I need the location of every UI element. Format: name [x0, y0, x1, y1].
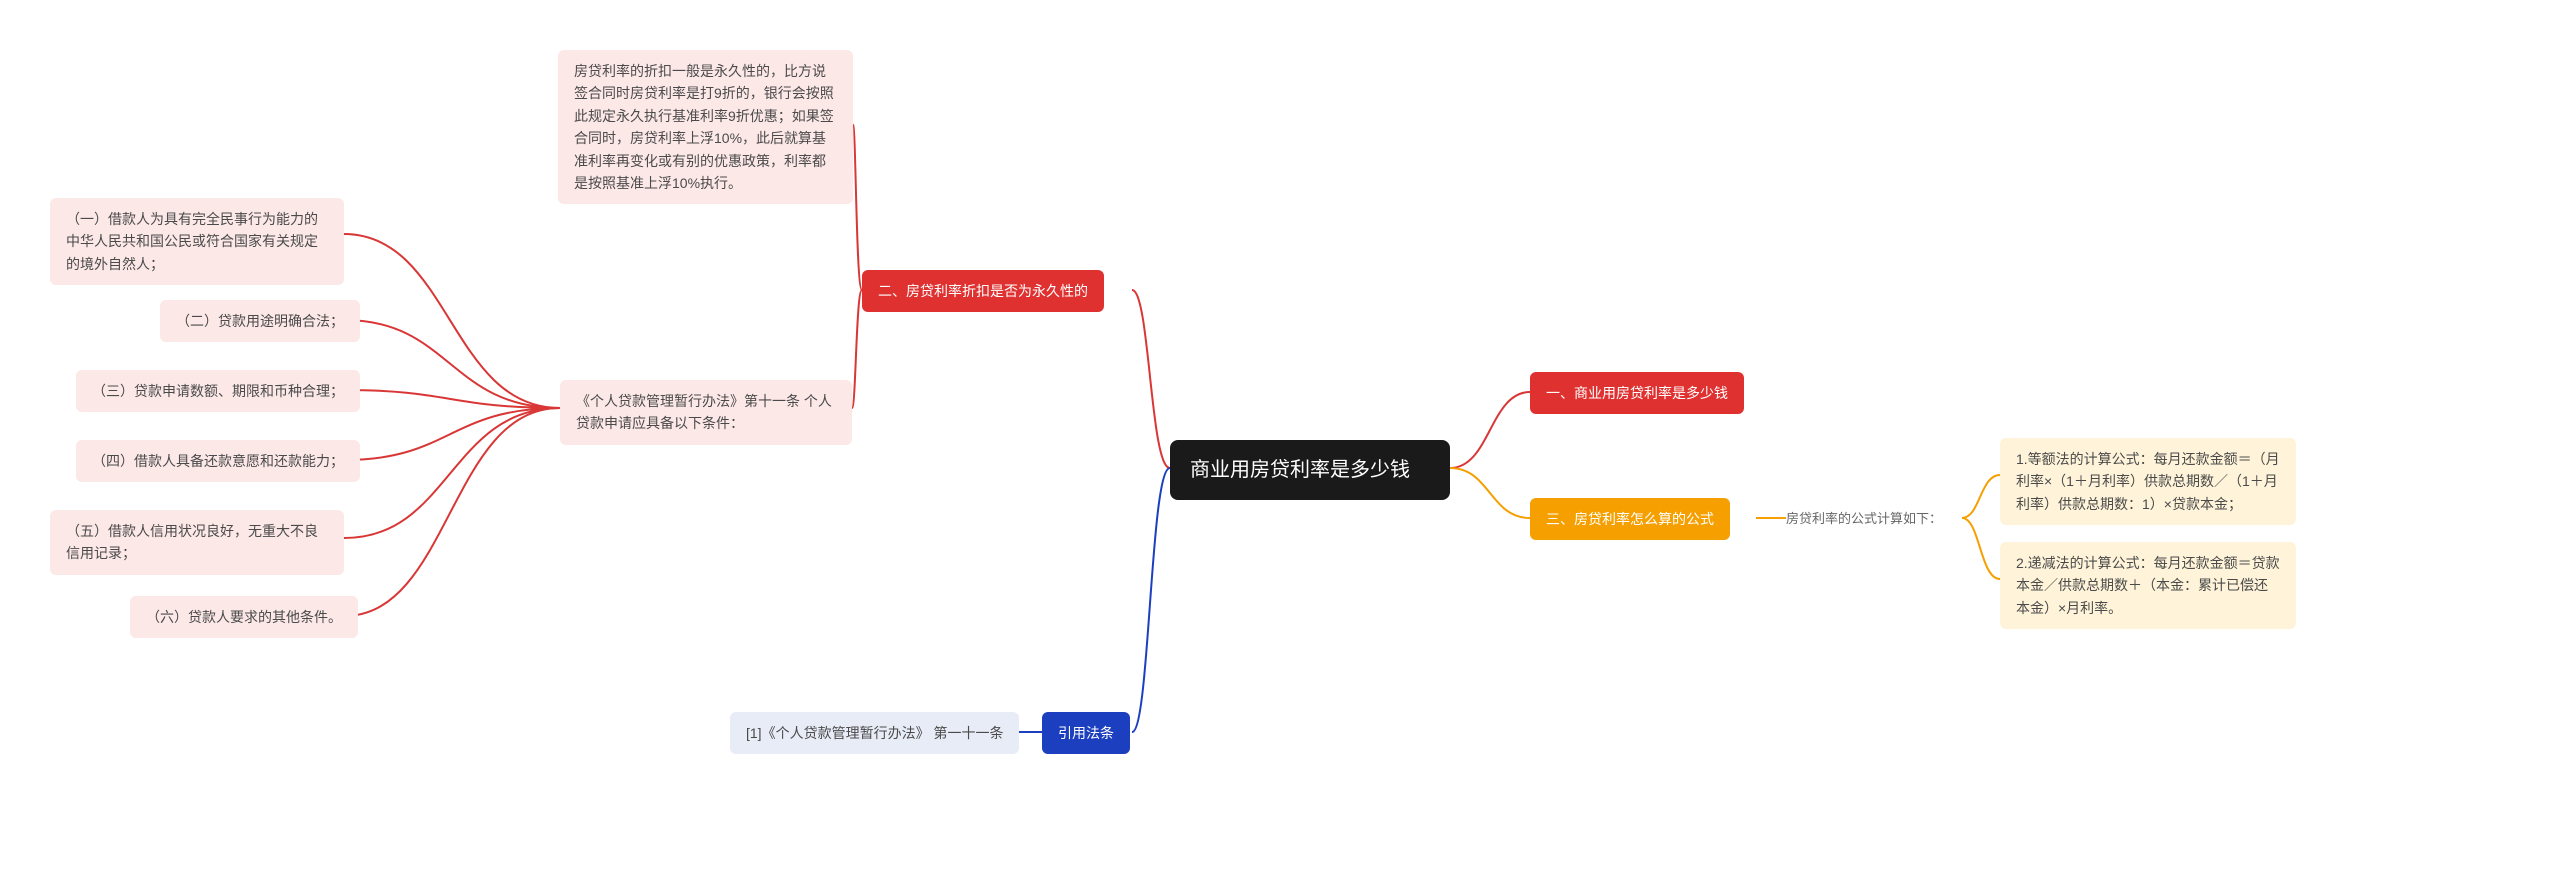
- s2-regulation: 《个人贷款管理暂行办法》第十一条 个人贷款申请应具备以下条件：: [560, 380, 852, 445]
- section-1[interactable]: 一、商业用房贷利率是多少钱: [1530, 372, 1744, 414]
- section-2[interactable]: 二、房贷利率折扣是否为永久性的: [862, 270, 1104, 312]
- section-law[interactable]: 引用法条: [1042, 712, 1130, 754]
- s2-condition-2: （二）贷款用途明确合法；: [160, 300, 360, 342]
- s2-condition-1: （一）借款人为具有完全民事行为能力的中华人民共和国公民或符合国家有关规定的境外自…: [50, 198, 344, 285]
- s2-condition-3: （三）贷款申请数额、期限和币种合理；: [76, 370, 360, 412]
- section-3[interactable]: 三、房贷利率怎么算的公式: [1530, 498, 1730, 540]
- s3-intro: 房贷利率的公式计算如下：: [1786, 508, 1942, 527]
- s3-formula-2: 2.递减法的计算公式：每月还款金额＝贷款本金／供款总期数＋（本金：累计已偿还本金…: [2000, 542, 2296, 629]
- s2-detail: 房贷利率的折扣一般是永久性的，比方说签合同时房贷利率是打9折的，银行会按照此规定…: [558, 50, 853, 204]
- root-node[interactable]: 商业用房贷利率是多少钱: [1170, 440, 1450, 500]
- law-ref-1: [1]《个人贷款管理暂行办法》 第一十一条: [730, 712, 1019, 754]
- s2-condition-4: （四）借款人具备还款意愿和还款能力；: [76, 440, 360, 482]
- s3-formula-1: 1.等额法的计算公式：每月还款金额＝（月利率×（1＋月利率）供款总期数／（1＋月…: [2000, 438, 2296, 525]
- s2-condition-5: （五）借款人信用状况良好，无重大不良信用记录；: [50, 510, 344, 575]
- s2-condition-6: （六）贷款人要求的其他条件。: [130, 596, 358, 638]
